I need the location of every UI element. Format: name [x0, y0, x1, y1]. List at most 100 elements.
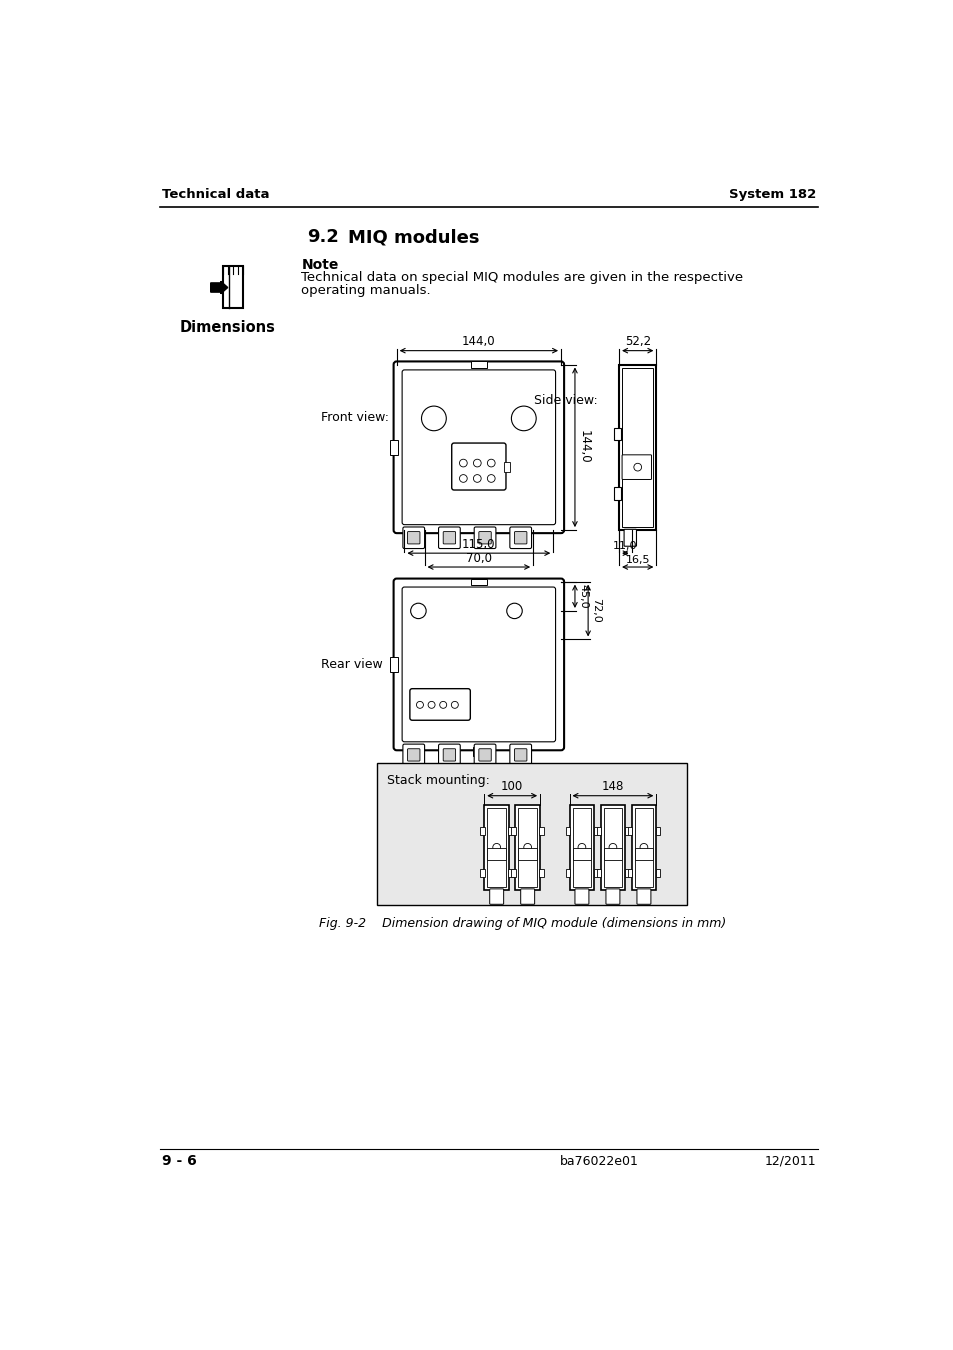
Bar: [480, 828, 484, 834]
Text: 72,0: 72,0: [591, 598, 600, 622]
Text: 70,0: 70,0: [465, 552, 492, 564]
Circle shape: [416, 702, 423, 709]
Circle shape: [633, 463, 641, 471]
Text: operating manuals.: operating manuals.: [301, 284, 431, 297]
Circle shape: [493, 844, 500, 850]
Circle shape: [421, 406, 446, 431]
Bar: [377, 763, 686, 904]
FancyBboxPatch shape: [402, 587, 555, 741]
Bar: [471, 579, 486, 585]
FancyBboxPatch shape: [402, 370, 555, 525]
FancyBboxPatch shape: [637, 888, 650, 905]
Bar: [655, 828, 659, 834]
Bar: [538, 828, 543, 834]
FancyBboxPatch shape: [407, 749, 419, 761]
FancyBboxPatch shape: [509, 744, 531, 765]
FancyArrow shape: [211, 281, 228, 294]
Text: 52,2: 52,2: [624, 335, 650, 348]
FancyBboxPatch shape: [438, 744, 459, 765]
FancyBboxPatch shape: [402, 526, 424, 548]
Bar: [593, 869, 598, 878]
Bar: [223, 266, 243, 308]
FancyBboxPatch shape: [509, 526, 531, 548]
Bar: [593, 828, 598, 834]
Bar: [631, 805, 656, 890]
Circle shape: [487, 475, 495, 482]
Bar: [655, 869, 659, 878]
Text: Front view:: Front view:: [320, 410, 388, 424]
Text: System 182: System 182: [728, 188, 815, 201]
Circle shape: [459, 459, 467, 467]
Circle shape: [487, 459, 495, 467]
FancyBboxPatch shape: [474, 744, 496, 765]
FancyBboxPatch shape: [474, 526, 496, 548]
Bar: [603, 809, 621, 887]
FancyBboxPatch shape: [394, 579, 563, 751]
FancyBboxPatch shape: [478, 532, 491, 544]
FancyBboxPatch shape: [520, 888, 534, 905]
Circle shape: [439, 702, 446, 709]
Circle shape: [410, 603, 426, 618]
Bar: [565, 828, 570, 834]
Text: 12/2011: 12/2011: [763, 1156, 815, 1168]
FancyBboxPatch shape: [402, 744, 424, 765]
Text: 144,0: 144,0: [461, 335, 496, 348]
FancyBboxPatch shape: [438, 526, 459, 548]
Text: Fig. 9-2    Dimension drawing of MIQ module (dimensions in mm): Fig. 9-2 Dimension drawing of MIQ module…: [319, 917, 725, 930]
Bar: [480, 869, 484, 878]
Bar: [634, 809, 653, 887]
FancyBboxPatch shape: [621, 455, 651, 479]
Bar: [511, 869, 516, 878]
Bar: [390, 656, 397, 672]
Text: Rear view: Rear view: [320, 657, 382, 671]
Bar: [624, 828, 629, 834]
Bar: [569, 805, 594, 890]
Bar: [596, 869, 600, 878]
Bar: [603, 848, 621, 860]
Bar: [572, 809, 591, 887]
Bar: [508, 828, 513, 834]
FancyBboxPatch shape: [478, 749, 491, 761]
Circle shape: [511, 406, 536, 431]
Bar: [624, 869, 629, 878]
Text: ba76022e01: ba76022e01: [559, 1156, 639, 1168]
Circle shape: [639, 844, 647, 850]
Text: 144,0: 144,0: [578, 431, 591, 464]
Bar: [508, 869, 513, 878]
Bar: [618, 364, 656, 531]
FancyBboxPatch shape: [443, 749, 456, 761]
Text: Side view:: Side view:: [534, 394, 598, 408]
Bar: [627, 869, 632, 878]
FancyBboxPatch shape: [443, 532, 456, 544]
Text: Dimensions: Dimensions: [179, 320, 275, 335]
Bar: [634, 848, 653, 860]
Bar: [565, 869, 570, 878]
Bar: [484, 805, 509, 890]
Text: 148: 148: [601, 780, 623, 794]
Circle shape: [428, 702, 435, 709]
Circle shape: [506, 603, 521, 618]
Bar: [511, 828, 516, 834]
FancyBboxPatch shape: [489, 888, 503, 905]
FancyBboxPatch shape: [394, 362, 563, 533]
Circle shape: [451, 702, 457, 709]
Bar: [487, 809, 505, 887]
Text: 9 - 6: 9 - 6: [162, 1154, 196, 1169]
Circle shape: [523, 844, 531, 850]
Circle shape: [578, 844, 585, 850]
Bar: [471, 362, 486, 367]
Bar: [472, 747, 484, 756]
Bar: [613, 428, 620, 440]
Bar: [572, 848, 591, 860]
Bar: [517, 809, 537, 887]
Bar: [515, 805, 539, 890]
FancyBboxPatch shape: [575, 888, 588, 905]
Circle shape: [459, 475, 467, 482]
Text: Note: Note: [301, 258, 338, 273]
Text: 100: 100: [500, 780, 523, 794]
Text: 16,5: 16,5: [625, 555, 649, 564]
FancyBboxPatch shape: [410, 688, 470, 721]
Bar: [390, 440, 397, 455]
Bar: [517, 848, 537, 860]
Bar: [503, 462, 509, 471]
